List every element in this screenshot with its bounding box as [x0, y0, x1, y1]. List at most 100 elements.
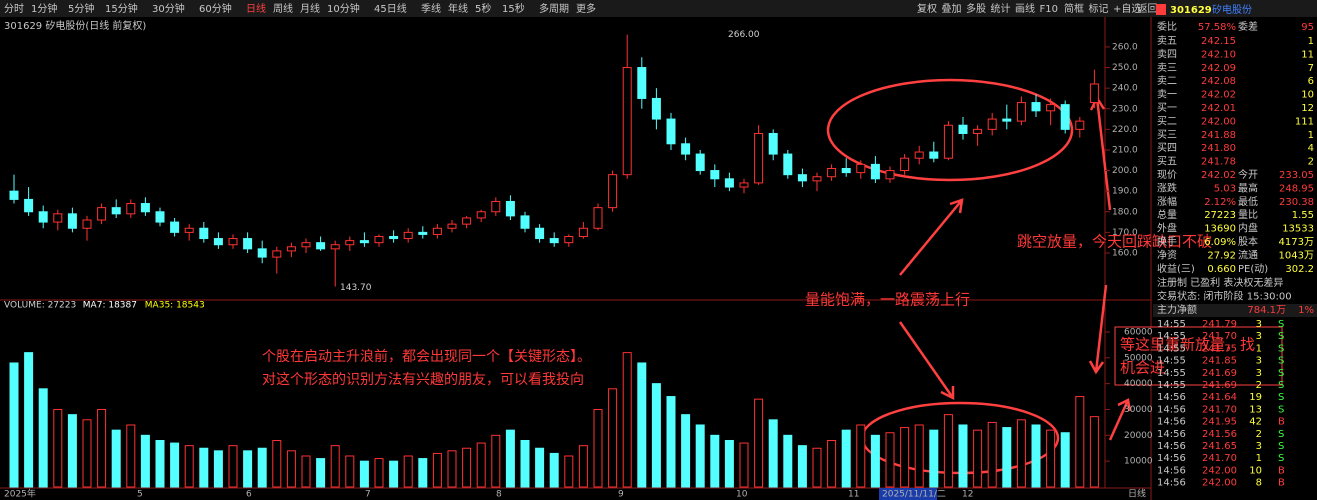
candle-body: [389, 235, 399, 240]
quote-cell: 8: [1256, 478, 1262, 489]
volume-bar: [520, 439, 530, 488]
period-tab[interactable]: 季线: [421, 2, 441, 15]
candle-body: [973, 128, 983, 134]
quote-cell: 流通: [1238, 248, 1258, 261]
candle-body: [505, 200, 515, 217]
period-tab[interactable]: 15分钟: [105, 2, 138, 15]
volume-bar: [359, 460, 369, 488]
quote-cell: 242.10: [1201, 49, 1236, 60]
period-tab[interactable]: 分时: [4, 3, 24, 15]
volume-bar: [184, 445, 194, 488]
chart-title: 301629 矽电股份(日线 前复权): [4, 19, 146, 32]
toolbar-button[interactable]: 标记: [1089, 3, 1109, 15]
period-tab[interactable]: 60分钟: [199, 2, 232, 15]
quote-cell: 10: [1301, 90, 1314, 101]
candle-body: [637, 67, 647, 99]
candle-body: [330, 244, 340, 250]
quote-cell: 最低: [1238, 195, 1258, 208]
volume-bar: [578, 445, 588, 488]
candle-body: [681, 143, 691, 155]
candle-body: [257, 248, 267, 258]
period-tab[interactable]: 年线: [448, 2, 468, 15]
quote-cell: 14:56: [1157, 392, 1186, 403]
candle-body: [476, 211, 486, 219]
toolbar-button[interactable]: 复权: [917, 2, 937, 15]
candle-body: [578, 227, 588, 237]
period-tab[interactable]: 日线: [246, 2, 266, 15]
toolbar-button[interactable]: 画线: [1015, 2, 1035, 15]
quote-cell: 涨幅: [1157, 195, 1177, 208]
volume-bar: [973, 429, 983, 488]
quote-cell: 241.70: [1202, 404, 1237, 415]
quote-cell: 14:55: [1157, 319, 1186, 330]
y-tick-label: 60000: [1124, 327, 1153, 337]
y-tick-label: 180.0: [1112, 207, 1138, 217]
candle-body: [593, 207, 603, 229]
candle-body: [797, 174, 807, 182]
quote-cell: 13533: [1282, 224, 1314, 235]
quote-cell: 242.09: [1201, 63, 1236, 74]
volume-bar: [170, 442, 180, 488]
volume-legend: VOLUME: 27223: [4, 301, 76, 311]
quote-cell: 外盘: [1157, 222, 1177, 235]
period-tab[interactable]: 10分钟: [327, 2, 360, 15]
toolbar-button[interactable]: F10: [1040, 4, 1058, 15]
quote-cell: 27.92: [1207, 250, 1236, 261]
price-label: 143.70: [340, 283, 372, 293]
toolbar-button[interactable]: 返回: [1138, 3, 1158, 15]
candle-body: [914, 151, 924, 159]
quote-cell: 14:56: [1157, 441, 1186, 452]
quote-cell: 内盘: [1238, 222, 1258, 235]
toolbar-button[interactable]: 简框: [1064, 2, 1084, 15]
period-tab[interactable]: 1分钟: [31, 2, 57, 15]
toolbar-button[interactable]: 统计: [991, 2, 1011, 15]
period-tab[interactable]: 5秒: [475, 2, 491, 15]
volume-bar: [301, 455, 311, 488]
period-tab[interactable]: 30分钟: [152, 2, 185, 15]
candle-body: [710, 170, 720, 180]
quote-cell: 95: [1301, 22, 1314, 33]
toolbar-button[interactable]: 多股: [966, 2, 986, 15]
y-tick-label: 220.0: [1112, 125, 1138, 135]
toolbar-button[interactable]: +自选: [1113, 2, 1141, 15]
x-tick-label: 8: [496, 490, 502, 500]
volume-bar: [1031, 424, 1041, 488]
quote-cell: 2: [1256, 380, 1262, 391]
candle-body: [53, 213, 63, 223]
volume-bar: [1046, 429, 1056, 488]
candle-body: [155, 211, 165, 223]
arrow: [1088, 284, 1108, 375]
volume-bar: [783, 434, 793, 488]
volume-bar: [476, 442, 486, 488]
quote-cell: 4: [1308, 143, 1314, 154]
toolbar-button[interactable]: 叠加: [942, 3, 962, 15]
candle-body: [870, 163, 880, 180]
period-tab[interactable]: 周线: [273, 2, 293, 15]
volume-bar: [535, 447, 545, 488]
period-tab[interactable]: 15秒: [502, 2, 525, 15]
arrow: [1108, 398, 1132, 441]
period-tab[interactable]: 45日线: [374, 2, 407, 15]
x-tick-label: 2025/11/11/二: [882, 490, 946, 500]
period-tab[interactable]: 月线: [300, 2, 320, 15]
quote-cell: 12: [1301, 103, 1314, 114]
candle-body: [754, 132, 764, 184]
candle-body: [374, 235, 384, 244]
quote-cell: 14:55: [1157, 368, 1186, 379]
candle-body: [564, 235, 574, 244]
period-tab[interactable]: 5分钟: [68, 2, 94, 15]
period-tab[interactable]: 多周期: [539, 2, 569, 15]
quote-cell: 242.00: [1202, 478, 1237, 489]
quote-cell: 1043万: [1279, 250, 1314, 261]
quote-cell: 19: [1249, 392, 1262, 403]
candle-body: [140, 203, 150, 213]
y-tick-label: 210.0: [1112, 145, 1138, 155]
candle-body: [243, 238, 253, 250]
toolbar-bg: [0, 0, 1317, 17]
period-tab[interactable]: 更多: [576, 2, 596, 15]
quote-cell: S: [1278, 380, 1284, 391]
quote-cell: 7: [1308, 63, 1314, 74]
candle-body: [783, 153, 793, 176]
y-tick-label: 190.0: [1112, 187, 1138, 197]
